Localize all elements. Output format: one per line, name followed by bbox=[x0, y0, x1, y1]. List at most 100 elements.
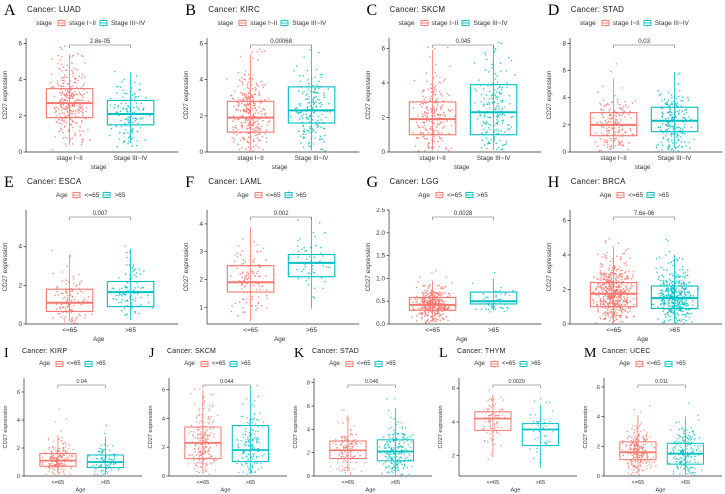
legend-label: >65 bbox=[658, 191, 670, 199]
pvalue-bracket: 0.03 bbox=[613, 39, 675, 48]
legend-key-box-icon bbox=[420, 19, 428, 27]
y-axis-title: CD27 expression bbox=[3, 406, 9, 449]
legend-key-box-icon bbox=[664, 360, 673, 368]
legend-label: >65 bbox=[675, 361, 686, 367]
y-tick-label: 1.5 bbox=[376, 253, 385, 260]
legend-key-box-icon bbox=[229, 360, 238, 368]
legend-key-box-icon bbox=[465, 191, 474, 199]
x-axis-labels: stage I~II Stage III~IV stage bbox=[238, 155, 330, 171]
box-group-2 bbox=[650, 71, 699, 153]
y-tick-label: 2 bbox=[452, 454, 455, 460]
plot-svg: 0 2 4 6 CD27 expression 0.00068 stage I~II Stag… bbox=[183, 38, 360, 171]
panel-title: Cancer: SKCM bbox=[167, 348, 217, 355]
legend-label: stage I~II bbox=[69, 19, 96, 27]
legend-key-box-icon bbox=[284, 191, 293, 199]
legend-label: >65 bbox=[530, 361, 541, 367]
y-tick-label: 4 bbox=[381, 80, 385, 87]
jitter-points bbox=[411, 46, 456, 152]
plot-svg: 0 2 4 6 CD27 expression 0.011 <=65 >65 Age bbox=[583, 378, 722, 494]
x-tick-label: >65 bbox=[246, 480, 256, 486]
jitter-points bbox=[226, 48, 271, 152]
x-tick-label: stage I~II bbox=[238, 155, 265, 162]
pvalue-bracket: 0.0028 bbox=[431, 211, 494, 220]
y-tick-label: 2 bbox=[18, 282, 22, 289]
panel-H: H Cancer: BRCA Age <=65 >65 0 2 4 6 CD27 expressi… bbox=[543, 172, 725, 344]
panel-L: L Cancer: THYM Age <=65 >65 2 4 6 CD27 expressio… bbox=[435, 344, 580, 494]
y-tick-label: 6 bbox=[17, 390, 20, 396]
axes: 0 2 4 6 8 CD27 expression bbox=[293, 378, 432, 480]
pvalue-bracket: 2.8e-05 bbox=[69, 39, 131, 48]
legend-title: Age bbox=[39, 361, 50, 367]
legend-title: stage bbox=[579, 19, 596, 27]
x-axis-labels: <=65 >65 Age bbox=[425, 327, 499, 343]
x-axis-labels: <=65 >65 Age bbox=[487, 480, 546, 494]
axes: 0 2 4 6 8 CD27 expression bbox=[546, 38, 722, 156]
y-tick-label: 0 bbox=[200, 149, 204, 156]
box-group-1 bbox=[39, 408, 77, 476]
y-tick-label: 0 bbox=[597, 474, 600, 480]
jitter-points bbox=[591, 238, 635, 324]
y-axis-title: CD27 expression bbox=[583, 406, 589, 449]
pvalue-bracket: 0.0029 bbox=[492, 379, 541, 388]
y-tick-label: 0.0 bbox=[376, 321, 385, 328]
jitter-points bbox=[230, 238, 275, 317]
y-axis-title: CD27 expression bbox=[148, 406, 154, 449]
box-group-2 bbox=[521, 398, 559, 468]
legend-title: stage bbox=[217, 19, 234, 27]
panel-E: E Cancer: ESCA Age <=65 >65 0 2 4 CD27 expressio… bbox=[0, 172, 182, 344]
panel-letter: G bbox=[366, 174, 379, 191]
legend-key-box-icon bbox=[435, 191, 444, 199]
x-tick-label: stage I~II bbox=[56, 155, 83, 162]
x-axis-title: stage bbox=[272, 164, 288, 171]
box-group-1 bbox=[184, 384, 222, 476]
panel-legend: Age <=65 >65 bbox=[290, 360, 435, 368]
box-group-1 bbox=[45, 249, 94, 325]
legend-label: Stage III~IV bbox=[110, 19, 146, 27]
legend-label: stage I~II bbox=[431, 19, 459, 27]
y-tick-label: 0 bbox=[307, 474, 310, 480]
legend-key-box-icon bbox=[84, 360, 93, 368]
jitter-points bbox=[49, 45, 91, 151]
y-tick-label: 0 bbox=[18, 321, 22, 328]
legend-label: >65 bbox=[114, 191, 126, 199]
pvalue-bracket: 7.6e-06 bbox=[613, 211, 675, 220]
x-tick-label: <=65 bbox=[632, 480, 645, 486]
axes: 0.0 0.5 1.0 1.5 2.0 2.5 CD27 expression bbox=[365, 208, 541, 328]
panel-letter: L bbox=[439, 346, 448, 361]
axes: 0 2 4 6 CD27 expression bbox=[183, 38, 360, 156]
panel-C: C Cancer: SKCM stage stage I~II Stage III~IV… bbox=[362, 0, 544, 172]
box-group-1 bbox=[618, 405, 657, 476]
panel-title: Cancer: LGG bbox=[389, 177, 439, 186]
jitter-points bbox=[378, 398, 414, 476]
axes: 0 2 4 6 CD27 expression bbox=[546, 210, 722, 328]
x-axis-title: stage bbox=[91, 164, 107, 171]
x-tick-label: >65 bbox=[391, 480, 401, 486]
x-axis-labels: <=65 >65 Age bbox=[52, 480, 111, 494]
box-group-1 bbox=[227, 226, 275, 322]
figure-row-2: E Cancer: ESCA Age <=65 >65 0 2 4 CD27 expressio… bbox=[0, 172, 725, 344]
y-tick-label: 2 bbox=[381, 114, 385, 121]
legend-label: Stage III~IV bbox=[654, 19, 689, 27]
y-tick-label: 4 bbox=[200, 221, 204, 228]
panel-A: A Cancer: LUAD stage stage I~II Stage III~IV… bbox=[0, 0, 182, 172]
pvalue-bracket: 0.046 bbox=[347, 379, 396, 388]
x-tick-label: <=65 bbox=[244, 327, 259, 334]
x-axis-labels: stage I~II Stage III~IV stage bbox=[600, 155, 692, 171]
axes: 0 2 4 CD27 expression bbox=[2, 210, 179, 328]
y-tick-label: 4 bbox=[597, 415, 600, 421]
panel-letter: C bbox=[366, 2, 378, 19]
panel-letter: H bbox=[547, 174, 560, 191]
plot-svg: 0 2 4 CD27 expression 0.007 <=65 >65 Age bbox=[2, 210, 179, 343]
box-group-2 bbox=[469, 271, 517, 313]
legend-title: Age bbox=[418, 191, 430, 199]
panel-legend: Age <=65 >65 bbox=[0, 360, 145, 368]
legend-key-box-icon bbox=[73, 191, 81, 199]
figure-row-3: I Cancer: KIRP Age <=65 >65 0 2 4 6 CD27 expressi… bbox=[0, 344, 725, 494]
panel-letter: E bbox=[4, 174, 14, 191]
axes: 2 4 6 CD27 expression bbox=[438, 378, 577, 477]
y-tick-label: 2 bbox=[200, 277, 204, 284]
panel-legend: stage stage I~II Stage III~IV bbox=[0, 19, 181, 27]
y-tick-label: 6 bbox=[597, 385, 600, 391]
pvalue-label: 0.046 bbox=[365, 379, 379, 385]
x-axis-title: Age bbox=[366, 488, 376, 494]
